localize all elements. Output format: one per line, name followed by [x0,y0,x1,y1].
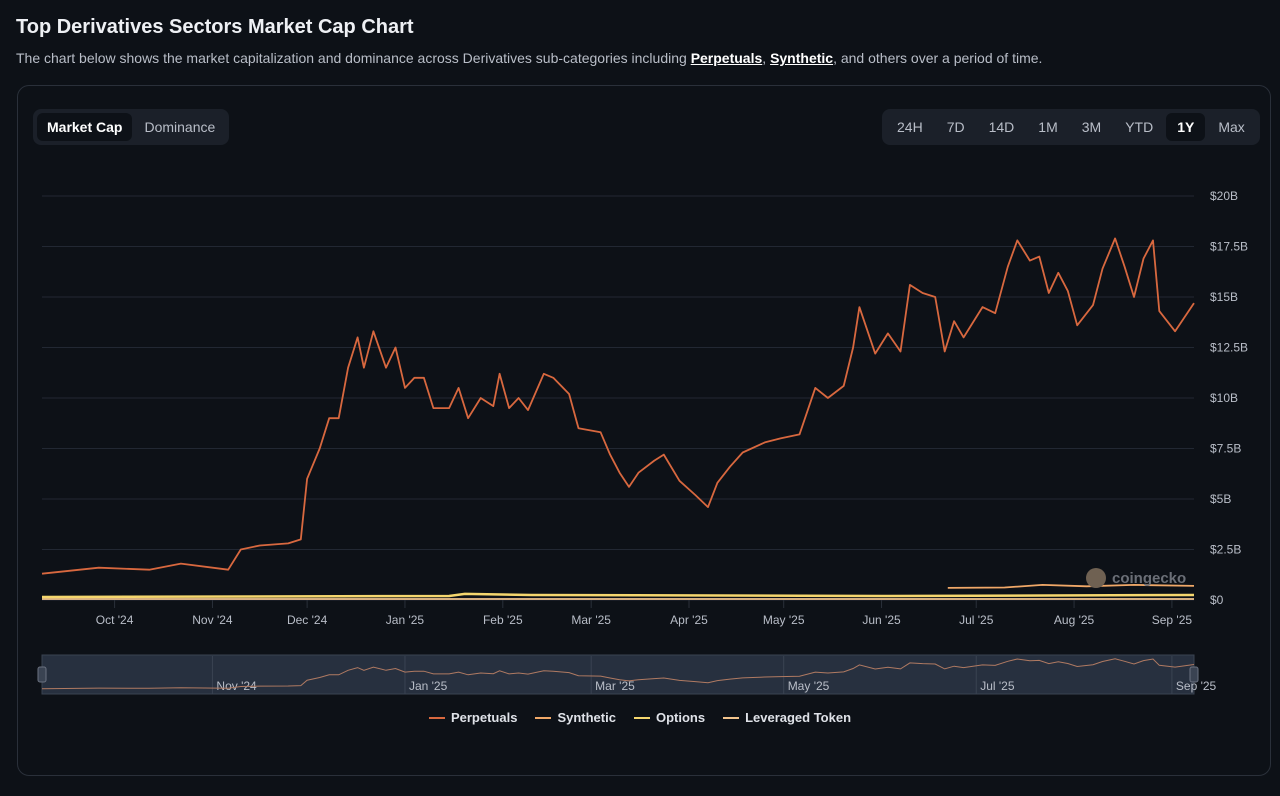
subtitle-sep: , [762,50,771,66]
tab-dominance[interactable]: Dominance [144,119,216,135]
x-tick-label: Jan '25 [386,613,425,627]
series-line-synthetic [947,584,1195,589]
legend-synthetic[interactable]: Synthetic [535,710,616,725]
legend-label: Options [655,710,706,725]
coingecko-watermark: coingecko [1086,568,1186,588]
x-tick-label: Aug '25 [1054,613,1095,627]
navigator-tick-label: Nov '24 [216,679,257,693]
navigator-handle-right[interactable] [1189,666,1199,683]
y-tick-label: $7.5B [1210,442,1241,456]
legend-label: Synthetic [557,710,616,725]
navigator-handle-left[interactable] [37,666,47,683]
subtitle-text-end: , and others over a period of time. [833,50,1043,66]
series-line-perpetuals [41,237,1195,575]
y-tick-label: $17.5B [1210,240,1248,254]
x-tick-label: Jul '25 [959,613,994,627]
series-line-options [41,592,1195,599]
range-7d[interactable]: 7D [946,119,965,135]
x-tick-label: May '25 [763,613,805,627]
y-tick-label: $12.5B [1210,341,1248,355]
legend-leveraged-token[interactable]: Leveraged Token [723,710,851,725]
legend-label: Perpetuals [450,710,518,725]
page-title: Top Derivatives Sectors Market Cap Chart [16,16,414,38]
synthetic-link[interactable]: Synthetic [770,50,834,66]
x-tick-label: Nov '24 [192,613,233,627]
navigator-tick-label: May '25 [788,679,830,693]
range-ytd[interactable]: YTD [1125,119,1154,135]
page-subtitle: The chart below shows the market capital… [16,50,1042,66]
x-tick-label: Feb '25 [483,613,523,627]
navigator-tick-label: Jan '25 [409,679,448,693]
watermark-text: coingecko [1112,569,1187,587]
subtitle-text: The chart below shows the market capital… [16,50,691,66]
x-tick-label: Mar '25 [571,613,611,627]
legend: Perpetuals Synthetic Options Leveraged T… [0,710,1280,725]
x-tick-label: Dec '24 [287,613,328,627]
tab-market-cap[interactable]: Market Cap [37,113,133,141]
x-tick-label: Sep '25 [1152,613,1193,627]
y-tick-label: $0 [1210,593,1224,607]
legend-label: Leveraged Token [745,710,852,725]
legend-swatch [428,716,445,719]
y-tick-label: $5B [1210,492,1231,506]
y-tick-label: $15B [1210,290,1238,304]
range-1y[interactable]: 1Y [1166,113,1206,141]
range-14d[interactable]: 14D [988,119,1015,135]
view-toggle: Market Cap Dominance [33,109,230,145]
legend-options[interactable]: Options [633,710,706,725]
legend-swatch [633,716,650,719]
chart-card [17,85,1271,776]
navigator-tick-label: Jul '25 [980,679,1015,693]
perpetuals-link[interactable]: Perpetuals [690,50,763,66]
legend-swatch [535,716,552,719]
range-max[interactable]: Max [1218,119,1245,135]
range-24h[interactable]: 24H [897,119,923,135]
navigator-series-line [41,658,1195,690]
x-tick-label: Oct '24 [96,613,134,627]
range-3m[interactable]: 3M [1081,119,1102,135]
range-selector: 24H 7D 14D 1M 3M YTD 1Y Max [882,109,1260,145]
navigator-tick-label: Sep '25 [1176,679,1217,693]
y-tick-label: $20B [1210,189,1238,203]
x-tick-label: Jun '25 [862,613,901,627]
legend-swatch [723,716,740,719]
range-1m[interactable]: 1M [1038,119,1058,135]
coingecko-logo-icon [1086,568,1106,588]
x-tick-label: Apr '25 [670,613,708,627]
y-tick-label: $10B [1210,391,1238,405]
legend-perpetuals[interactable]: Perpetuals [428,710,518,725]
y-tick-label: $2.5B [1210,543,1241,557]
navigator-tick-label: Mar '25 [595,679,635,693]
